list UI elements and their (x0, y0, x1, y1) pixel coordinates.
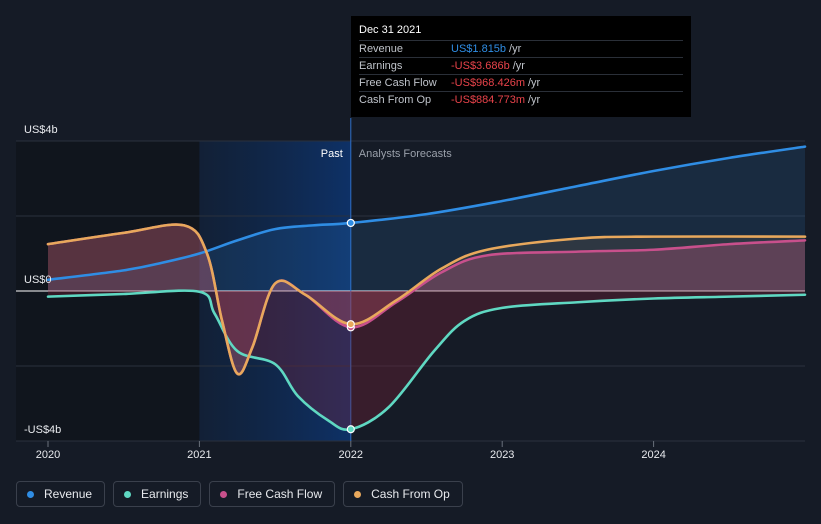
area-cash-from-op (48, 224, 805, 375)
line-cash-from-op (46, 223, 807, 376)
legend-dot-icon (124, 490, 132, 498)
y-tick-label: -US$4b (24, 424, 61, 436)
tooltip-unit: /yr (528, 77, 541, 89)
tooltip-row-earnings: Earnings -US$3.686b /yr (359, 57, 683, 74)
area-revenue (48, 146, 805, 291)
point-cash-from-op (346, 320, 355, 329)
x-tick-label: 2021 (187, 449, 211, 461)
tooltip-unit: /yr (512, 60, 525, 72)
y-tick-label: US$0 (24, 274, 52, 286)
x-tick-label: 2020 (36, 449, 60, 461)
legend-item-earnings[interactable]: Earnings (113, 481, 202, 507)
tooltip-label: Revenue (359, 43, 404, 55)
tooltip-label: Cash From Op (359, 94, 432, 106)
tooltip-value: US$1.815b (451, 43, 507, 55)
legend-label: Cash From Op (371, 487, 450, 501)
legend-dot-icon (220, 490, 228, 498)
tooltip-row-cash-from-op: Cash From Op -US$884.773m /yr (359, 91, 683, 108)
past-label: Past (321, 148, 343, 160)
legend-label: Revenue (44, 487, 93, 501)
legend: Revenue Earnings Free Cash Flow Cash Fro… (16, 481, 463, 507)
legend-label: Earnings (141, 487, 189, 501)
forecast-label: Analysts Forecasts (359, 148, 452, 160)
legend-label: Free Cash Flow (237, 487, 323, 501)
legend-dot-icon (354, 490, 362, 498)
point-earnings (346, 425, 355, 434)
tooltip-value: -US$3.686b (451, 60, 510, 72)
legend-item-free-cash-flow[interactable]: Free Cash Flow (209, 481, 336, 507)
legend-item-revenue[interactable]: Revenue (16, 481, 106, 507)
tooltip-unit: /yr (528, 94, 541, 106)
point-revenue (346, 218, 355, 228)
x-tick-label: 2024 (641, 449, 665, 461)
area-free-cash-flow (48, 224, 805, 375)
x-tick-label: 2022 (339, 449, 363, 461)
tooltip-date: Dec 31 2021 (359, 24, 422, 36)
y-tick-label: US$4b (24, 124, 58, 136)
tooltip-label: Free Cash Flow (359, 77, 437, 89)
tooltip-row-free-cash-flow: Free Cash Flow -US$968.426m /yr (359, 74, 683, 91)
tooltip: Dec 31 2021 Revenue US$1.815b /yr Earnin… (351, 16, 691, 117)
tooltip-value: -US$884.773m (451, 94, 525, 106)
tooltip-value: -US$968.426m (451, 77, 525, 89)
x-tick-label: 2023 (490, 449, 514, 461)
legend-item-cash-from-op[interactable]: Cash From Op (343, 481, 463, 507)
tooltip-unit: /yr (509, 43, 522, 55)
legend-dot-icon (27, 490, 34, 498)
line-revenue (46, 145, 807, 282)
tooltip-label: Earnings (359, 60, 403, 72)
tooltip-row-revenue: Revenue US$1.815b /yr (359, 40, 683, 57)
